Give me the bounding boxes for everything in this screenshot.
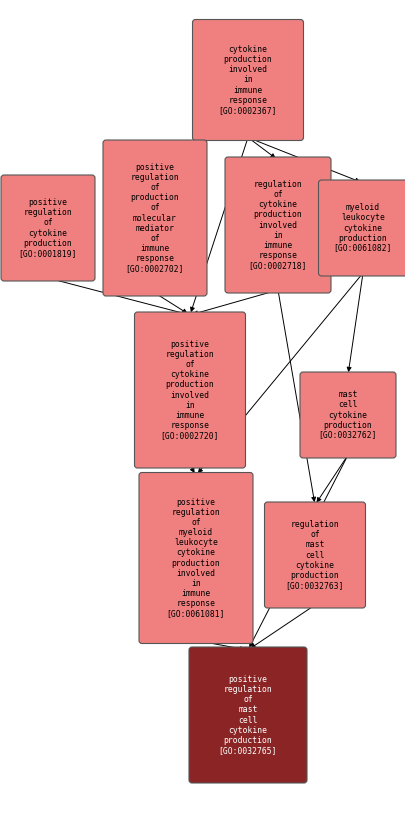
Text: positive
regulation
of
cytokine
production
involved
in
immune
response
[GO:00027: positive regulation of cytokine producti… — [160, 341, 219, 440]
Text: myeloid
leukocyte
cytokine
production
[GO:0061082]: myeloid leukocyte cytokine production [G… — [333, 203, 391, 253]
Text: positive
regulation
of
myeloid
leukocyte
cytokine
production
involved
in
immune
: positive regulation of myeloid leukocyte… — [166, 498, 225, 618]
FancyBboxPatch shape — [1, 175, 95, 281]
Text: regulation
of
cytokine
production
involved
in
immune
response
[GO:0002718]: regulation of cytokine production involv… — [248, 180, 307, 270]
FancyBboxPatch shape — [224, 157, 330, 293]
Text: mast
cell
cytokine
production
[GO:0032762]: mast cell cytokine production [GO:003276… — [318, 390, 376, 440]
Text: positive
regulation
of
cytokine
production
[GO:0001819]: positive regulation of cytokine producti… — [19, 198, 77, 258]
Text: cytokine
production
involved
in
immune
response
[GO:0002367]: cytokine production involved in immune r… — [218, 46, 277, 115]
FancyBboxPatch shape — [299, 372, 395, 458]
FancyBboxPatch shape — [134, 312, 245, 468]
FancyBboxPatch shape — [264, 502, 364, 608]
Text: regulation
of
mast
cell
cytokine
production
[GO:0032763]: regulation of mast cell cytokine product… — [285, 520, 343, 589]
FancyBboxPatch shape — [139, 472, 252, 644]
Text: positive
regulation
of
mast
cell
cytokine
production
[GO:0032765]: positive regulation of mast cell cytokin… — [218, 676, 277, 754]
Text: positive
regulation
of
production
of
molecular
mediator
of
immune
response
[GO:0: positive regulation of production of mol… — [126, 163, 184, 272]
FancyBboxPatch shape — [189, 647, 306, 783]
FancyBboxPatch shape — [192, 20, 303, 141]
FancyBboxPatch shape — [103, 140, 207, 296]
FancyBboxPatch shape — [318, 180, 405, 276]
